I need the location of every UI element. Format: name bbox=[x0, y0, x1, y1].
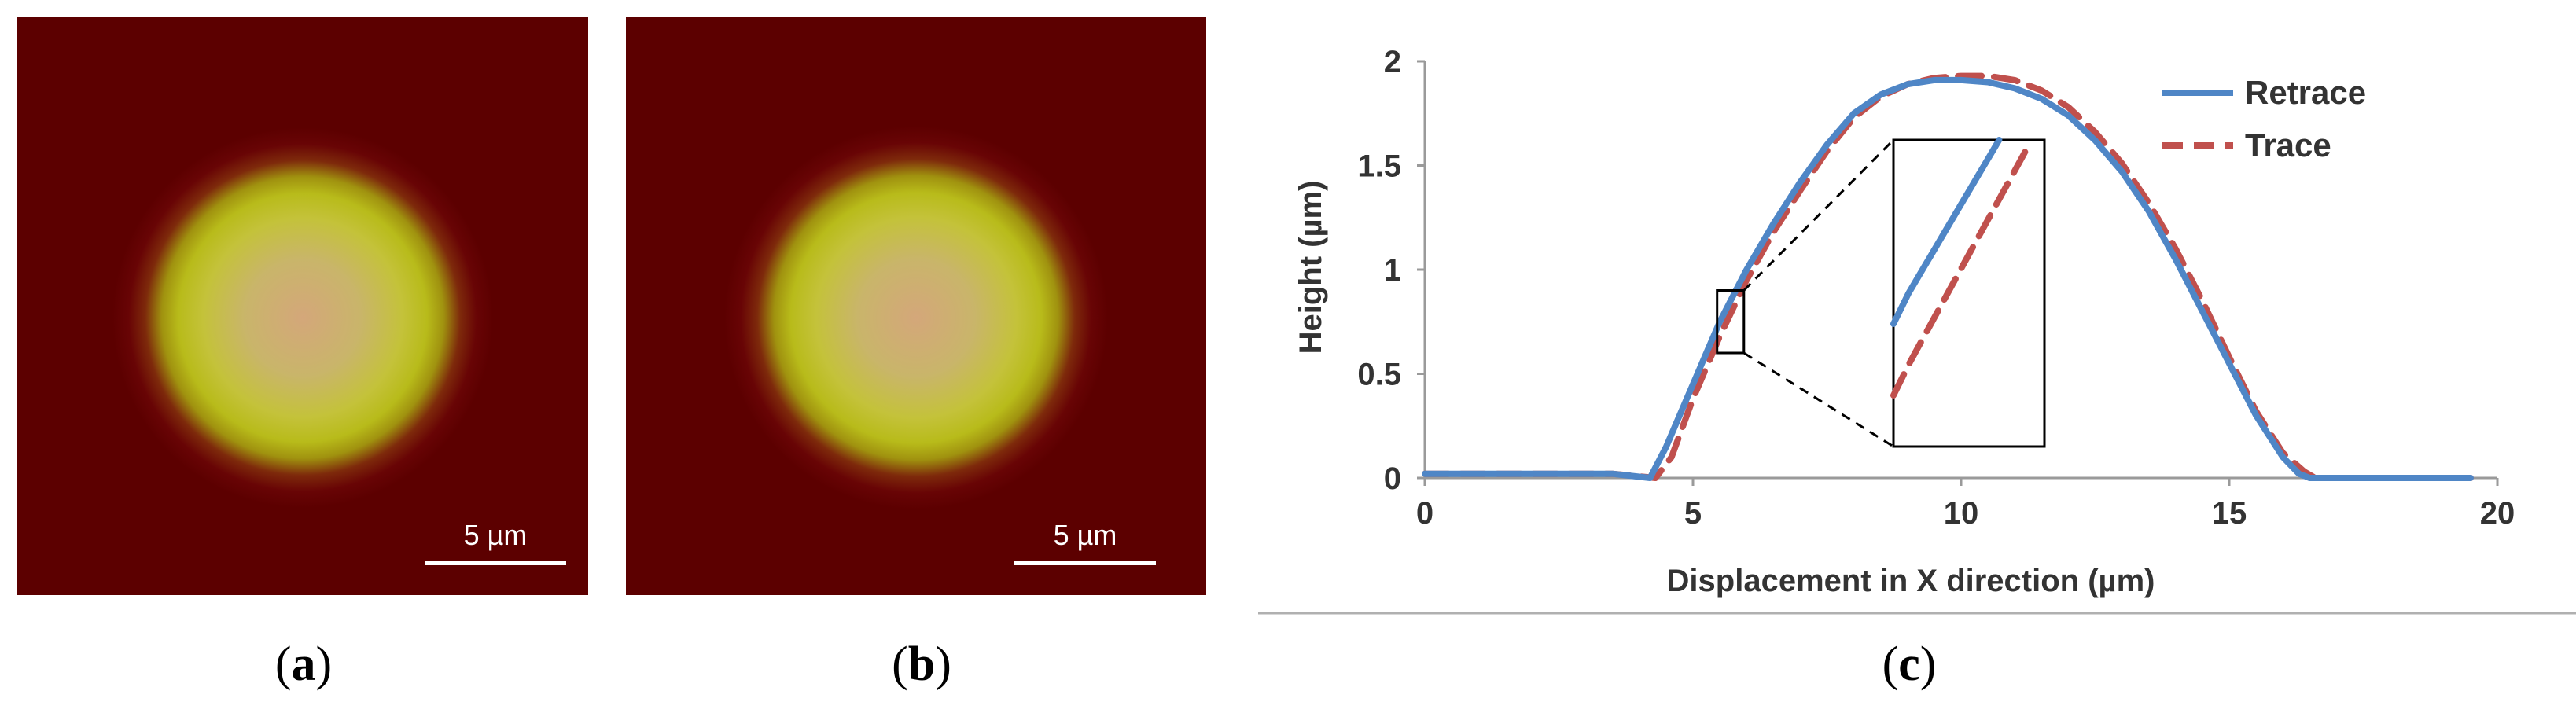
afm-height-map-a bbox=[17, 17, 588, 595]
caption-a: (a) bbox=[274, 638, 333, 691]
scale-bar-a bbox=[425, 561, 566, 565]
ticks: 0 5 10 15 20 0 0.5 1 1.5 2 bbox=[1357, 45, 2515, 531]
caption-c-letter: c bbox=[1898, 638, 1920, 691]
x-tick-label: 20 bbox=[2480, 496, 2515, 531]
scale-bar-b bbox=[1014, 561, 1156, 565]
legend-trace-label: Trace bbox=[2245, 127, 2331, 164]
caption-c: (c) bbox=[1882, 638, 1937, 691]
legend-retrace-label: Retrace bbox=[2245, 74, 2366, 111]
series-line-retrace bbox=[1422, 76, 2474, 481]
zoom-inset bbox=[1716, 137, 2046, 448]
zoom-source-box bbox=[1716, 289, 1746, 355]
afm-image-a: 5 µm bbox=[17, 17, 588, 595]
height-profile-chart: 0 5 10 15 20 0 0.5 1 1.5 2 Displacement in X dire… bbox=[1258, 45, 2576, 615]
series-line-trace bbox=[1422, 72, 2474, 481]
y-tick-label: 0.5 bbox=[1357, 358, 1401, 392]
zoom-connector-top bbox=[1742, 138, 1895, 292]
inset-line-retrace bbox=[1890, 137, 2003, 327]
scale-bar-label-a: 5 µm bbox=[463, 519, 528, 551]
x-tick-label: 15 bbox=[2212, 496, 2247, 531]
caption-b-letter: b bbox=[907, 638, 936, 691]
scale-bar-label-b: 5 µm bbox=[1053, 519, 1117, 551]
afm-height-map-b bbox=[626, 17, 1206, 595]
series-layer bbox=[1422, 72, 2474, 481]
y-axis-label: Height (µm) bbox=[1294, 181, 1328, 355]
x-tick-label: 5 bbox=[1684, 496, 1702, 531]
legend: Retrace Trace bbox=[2162, 74, 2366, 164]
y-tick-label: 1 bbox=[1384, 253, 1401, 288]
afm-image-b: 5 µm bbox=[626, 17, 1206, 595]
x-axis-label: Displacement in X direction (µm) bbox=[1667, 564, 2155, 598]
y-tick-label: 2 bbox=[1384, 45, 1401, 79]
x-tick-label: 10 bbox=[1944, 496, 1979, 531]
y-tick-label: 1.5 bbox=[1357, 149, 1401, 184]
caption-b: (b) bbox=[892, 638, 951, 691]
y-tick-label: 0 bbox=[1384, 461, 1401, 496]
zoom-connector-bottom bbox=[1742, 351, 1894, 448]
caption-a-letter: a bbox=[291, 638, 316, 691]
x-tick-label: 0 bbox=[1416, 496, 1433, 531]
inset-line-trace bbox=[1890, 141, 2033, 399]
